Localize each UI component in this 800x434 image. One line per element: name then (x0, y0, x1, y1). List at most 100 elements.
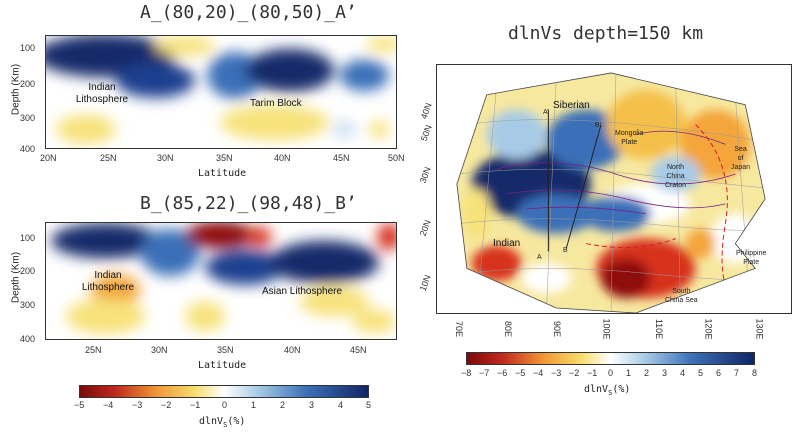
left-colorbar-tick: 3 (309, 400, 315, 410)
panel-a-x-tick: 50N (388, 153, 405, 163)
map-tomography-plot (436, 64, 792, 314)
map-lat-tick: 20N (417, 218, 433, 238)
right-colorbar-tick: 3 (662, 368, 668, 378)
panel-b-y-label: Depth (Km) (10, 251, 22, 304)
panel-a-x-tick: 45N (333, 153, 350, 163)
map-ncc-label: North China Craton (665, 163, 686, 190)
panel-b-y-tick: 200 (20, 266, 36, 276)
right-colorbar-label-suffix: (%) (612, 384, 631, 395)
right-colorbar-tick: 0 (608, 368, 614, 378)
panel-b-x-tick: 35N (217, 345, 234, 355)
map-title: dlnVs depth=150 km (508, 23, 704, 44)
left-colorbar-label: dlnVS(%) (199, 416, 245, 429)
map-ncc-line3: Craton (665, 182, 687, 189)
left-colorbar-tick: −3 (132, 400, 143, 410)
panel-a-x-tick: 30N (157, 153, 174, 163)
map-south-china-sea-label: South China Sea (665, 287, 698, 305)
map-philippine-line1: Philippine (736, 250, 767, 257)
map-sea-line1: Sea (734, 146, 747, 153)
left-colorbar (79, 385, 369, 398)
right-colorbar-tick: −8 (461, 368, 472, 378)
map-indian-label: Indian (493, 238, 521, 249)
map-lon-tick: 130E (754, 318, 765, 340)
map-lon-tick: 100E (601, 318, 612, 340)
map-a-prime-label: A’ (543, 109, 549, 116)
panel-b-indian-lithosphere-label: Indian Lithosphere (78, 270, 138, 294)
right-colorbar-tick: 6 (716, 368, 722, 378)
panel-b-asian-lithosphere-label: Asian Lithosphere (262, 286, 343, 297)
panel-a-y-tick: 400 (20, 144, 36, 154)
map-lon-tick: 110E (654, 318, 665, 340)
map-b-prime-label: B’ (595, 122, 602, 129)
map-scs-line1: South (672, 288, 691, 295)
map-lon-tick: 80E (503, 320, 514, 338)
panel-b-y-tick: 300 (20, 300, 36, 310)
right-colorbar-label: dlnVS(%) (584, 384, 630, 397)
right-colorbar-tick: 2 (644, 368, 650, 378)
panel-a-title: A_(80,20)_(80,50)_A’ (140, 2, 357, 23)
map-a-label: A (537, 254, 542, 261)
left-colorbar-tick: −1 (190, 400, 201, 410)
right-colorbar-tick: 7 (734, 368, 740, 378)
panel-b-tomography-section (45, 222, 397, 340)
right-colorbar-tick: −1 (587, 368, 598, 378)
map-lat-tick: 10N (417, 273, 433, 293)
right-colorbar-tick: −2 (569, 368, 580, 378)
map-lon-tick: 90E (552, 320, 563, 338)
panel-b-x-label: Latitude (198, 360, 247, 371)
panel-a-indian-lithosphere-label: Indian Lithosphere (72, 82, 132, 106)
right-colorbar-tick: −4 (533, 368, 544, 378)
map-sea-line3: Japan (731, 164, 751, 171)
panel-a-y-tick: 100 (20, 43, 36, 53)
panel-a-indian-line1: Indian (88, 82, 116, 93)
map-ncc-line1: North (666, 164, 685, 171)
panel-b-x-tick: 25N (85, 345, 102, 355)
panel-a-tarim-label: Tarim Block (250, 98, 302, 109)
right-colorbar-tick: −5 (515, 368, 526, 378)
left-colorbar-tick: 2 (280, 400, 286, 410)
panel-b-x-tick: 45N (350, 345, 367, 355)
panel-a-x-tick: 25N (100, 153, 117, 163)
panel-b-indian-line2: Lithosphere (81, 282, 135, 293)
left-colorbar-label-suffix: (%) (227, 416, 246, 427)
panel-a-y-tick: 200 (20, 79, 36, 89)
map-scs-line2: China Sea (665, 297, 698, 304)
panel-a-indian-line2: Lithosphere (75, 94, 129, 105)
map-sea-line2: of (737, 155, 744, 162)
left-colorbar-tick: −4 (103, 400, 114, 410)
left-colorbar-label-prefix: dlnV (199, 416, 224, 427)
panel-b-x-tick: 30N (151, 345, 168, 355)
right-colorbar-tick: 1 (626, 368, 632, 378)
left-colorbar-tick: 0 (222, 400, 228, 410)
panel-b-y-tick: 400 (20, 334, 36, 344)
left-colorbar-label-sub: S (223, 421, 228, 429)
map-lat-tick: 30N (417, 165, 433, 185)
left-colorbar-tick: −5 (74, 400, 85, 410)
map-philippine-plate-label: Philippine Plate (736, 249, 766, 267)
right-colorbar-tick: 4 (680, 368, 686, 378)
panel-a-x-tick: 35N (216, 153, 233, 163)
panel-a-x-tick: 20N (40, 153, 57, 163)
map-siberian-label: Siberian (553, 100, 590, 111)
panel-a-x-label: Latitude (198, 168, 247, 179)
right-colorbar-tick: 5 (698, 368, 704, 378)
map-mongolia-label: Mongolia Plate (615, 129, 643, 147)
panel-a-y-tick: 300 (20, 113, 36, 123)
map-sea-of-japan-label: Sea of Japan (731, 145, 750, 172)
panel-b-indian-line1: Indian (94, 270, 122, 281)
right-colorbar-tick: −7 (479, 368, 490, 378)
panel-b-x-tick: 40N (284, 345, 301, 355)
panel-a-x-tick: 40N (274, 153, 291, 163)
map-top-tick: 50N (418, 123, 434, 143)
map-lon-tick: 70E (454, 320, 465, 338)
right-colorbar-tick: −6 (497, 368, 508, 378)
right-colorbar-tick: 8 (752, 368, 758, 378)
map-philippine-line2: Plate (743, 259, 760, 266)
panel-b-title: B_(85,22)_(98,48)_B’ (140, 193, 357, 214)
left-colorbar-tick: 4 (338, 400, 344, 410)
right-colorbar (466, 352, 755, 365)
map-mongolia-line2: Plate (621, 139, 638, 146)
left-colorbar-tick: −2 (161, 400, 172, 410)
map-b-label: B (563, 247, 568, 254)
map-mongolia-line1: Mongolia (615, 130, 644, 137)
